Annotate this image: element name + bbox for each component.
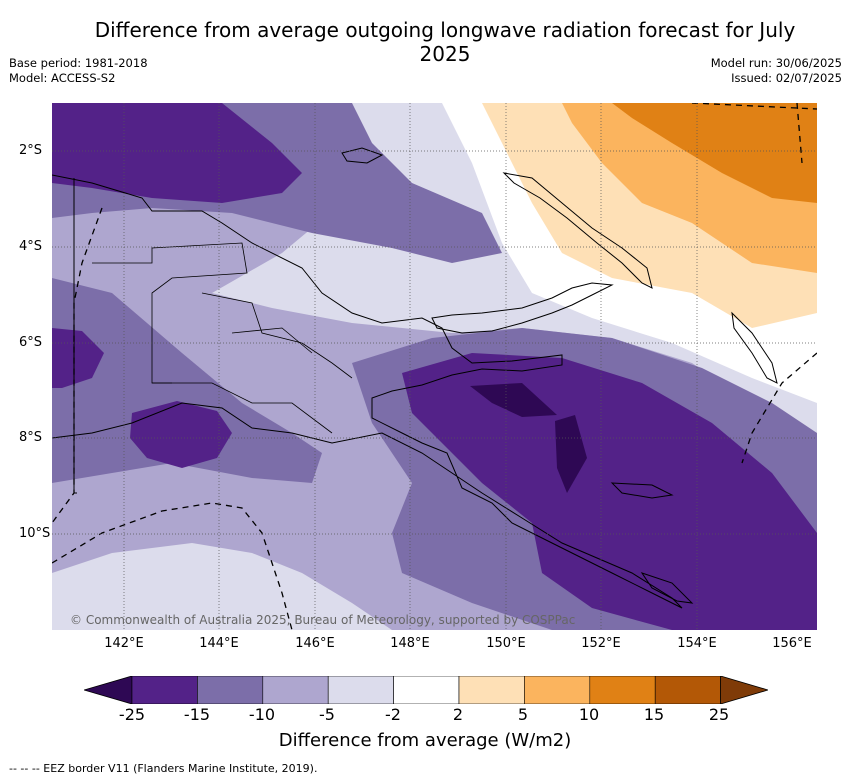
issued-text: Issued: 02/07/2025: [731, 71, 842, 85]
band-minus15-to-minus25-midwest: [130, 401, 232, 468]
model-run-text: Model run: 30/06/2025: [710, 56, 842, 70]
province-borders: [92, 242, 353, 434]
meta-left: Base period: 1981-2018 Model: ACCESS-S2: [9, 56, 148, 86]
eez-borders: [52, 103, 817, 630]
colorbar: [84, 676, 768, 704]
solomons-coastline: [610, 482, 674, 499]
colorbar-segment: [393, 676, 460, 704]
colorbar-segment: [131, 676, 198, 704]
eez-footnote: -- -- -- EEZ border V11 (Flanders Marine…: [9, 762, 318, 775]
olr-anomaly-map: [52, 103, 817, 630]
band-minus2-to-minus5-southwest: [52, 543, 392, 630]
lon-tick-150e: 150°E: [486, 636, 526, 651]
lat-tick-10s: 10°S: [19, 526, 51, 541]
band-10-to-15: [612, 103, 817, 203]
lon-tick-152e: 152°E: [581, 636, 621, 651]
colorbar-label: 10: [578, 705, 600, 724]
band-minus15-to-minus25-northwest: [52, 103, 302, 203]
colorbar-title: Difference from average (W/m2): [278, 730, 572, 751]
meta-right: Model run: 30/06/2025 Issued: 02/07/2025: [711, 56, 842, 86]
lon-tick-148e: 148°E: [390, 636, 430, 651]
colorbar-label: -15: [183, 705, 211, 724]
manus-coastline: [341, 147, 384, 164]
colorbar-label: -10: [248, 705, 276, 724]
band-minus10-to-minus15-west: [52, 278, 322, 483]
colorbar-extend-low: [84, 676, 133, 704]
copyright-text: © Commonwealth of Australia 2025, Bureau…: [70, 613, 576, 627]
lon-tick-154e: 154°E: [677, 636, 717, 651]
colorbar-label: 5: [517, 705, 529, 724]
bougainville-coastline: [731, 311, 778, 384]
lat-tick-2s: 2°S: [19, 143, 43, 158]
new-ireland-coastline: [502, 172, 653, 289]
colorbar-segment: [589, 676, 656, 704]
colorbar-label: -25: [118, 705, 146, 724]
map-title: Difference from average outgoing longwav…: [94, 18, 796, 66]
colorbar-segment: [524, 676, 591, 704]
colorbar-label: 15: [643, 705, 665, 724]
graticule: [52, 103, 817, 630]
colorbar-label: -5: [319, 705, 335, 724]
new-britain-coastline: [431, 282, 614, 334]
colorbar-segment: [197, 676, 264, 704]
new-guinea-coastline: [52, 174, 683, 609]
lon-tick-156e: 156°E: [772, 636, 812, 651]
colorbar-label: 2: [452, 705, 464, 724]
lat-tick-6s: 6°S: [19, 335, 43, 350]
colorbar-segment: [654, 676, 721, 704]
colorbar-segment: [458, 676, 525, 704]
model-text: Model: ACCESS-S2: [9, 71, 116, 85]
lon-tick-146e: 146°E: [295, 636, 335, 651]
colorbar-label: 25: [708, 705, 730, 724]
lat-tick-8s: 8°S: [19, 430, 43, 445]
lon-tick-144e: 144°E: [199, 636, 239, 651]
lat-tick-4s: 4°S: [19, 239, 43, 254]
louisiade-coastline: [640, 572, 694, 604]
lon-tick-142e: 142°E: [104, 636, 144, 651]
band-minus15-to-minus25-east: [402, 353, 817, 630]
base-period-text: Base period: 1981-2018: [9, 56, 148, 70]
colorbar-segment: [327, 676, 394, 704]
colorbar-extend-high: [720, 676, 768, 704]
colorbar-segment: [262, 676, 329, 704]
band-below-minus25-b: [555, 415, 587, 493]
colorbar-label: -2: [385, 705, 401, 724]
band-below-minus25-a: [470, 383, 557, 417]
